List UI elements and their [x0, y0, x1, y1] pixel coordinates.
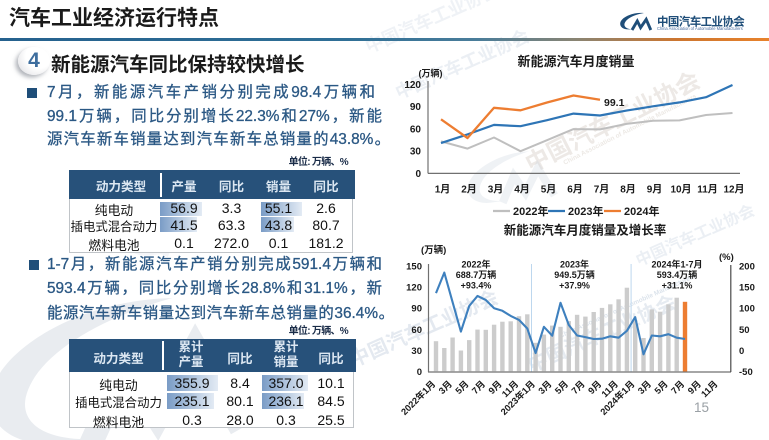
- svg-text:120: 120: [404, 80, 421, 91]
- svg-text:+93.4%: +93.4%: [461, 280, 492, 290]
- svg-text:6月: 6月: [567, 184, 583, 196]
- svg-text:7月: 7月: [669, 379, 686, 396]
- svg-text:2022年: 2022年: [513, 204, 548, 218]
- svg-text:949.5万辆: 949.5万辆: [554, 269, 595, 280]
- svg-text:150: 150: [406, 262, 422, 273]
- svg-text:4月: 4月: [514, 184, 530, 196]
- svg-text:120: 120: [406, 283, 422, 294]
- svg-text:5月: 5月: [653, 379, 670, 396]
- svg-text:90: 90: [410, 102, 422, 113]
- svg-text:2024年: 2024年: [624, 204, 659, 218]
- svg-text:11月: 11月: [699, 379, 719, 399]
- svg-text:0: 0: [417, 367, 422, 378]
- svg-text:2023年: 2023年: [560, 259, 589, 270]
- svg-text:200: 200: [739, 262, 755, 273]
- svg-text:30: 30: [410, 147, 422, 158]
- svg-text:3月: 3月: [536, 379, 553, 396]
- svg-text:688.7万辆: 688.7万辆: [456, 269, 497, 280]
- svg-text:90: 90: [411, 304, 422, 315]
- svg-text:50: 50: [739, 325, 750, 336]
- svg-text:9月: 9月: [647, 184, 663, 196]
- svg-text:8月: 8月: [620, 184, 636, 196]
- svg-text:新能源汽车月度销量及增长率: 新能源汽车月度销量及增长率: [504, 223, 667, 238]
- svg-text:0: 0: [415, 169, 421, 180]
- svg-text:7月: 7月: [594, 184, 610, 196]
- svg-text:5月: 5月: [541, 184, 557, 196]
- svg-text:3月: 3月: [437, 379, 454, 396]
- svg-text:2024年1-7月: 2024年1-7月: [651, 259, 702, 270]
- svg-text:10月: 10月: [670, 184, 691, 196]
- svg-text:11月: 11月: [697, 184, 718, 196]
- svg-text:2023年: 2023年: [568, 204, 603, 218]
- svg-text:60: 60: [410, 124, 422, 135]
- svg-text:3月: 3月: [488, 184, 504, 196]
- svg-text:1月: 1月: [435, 184, 451, 196]
- svg-text:中国汽车工业协会: 中国汽车工业协会: [657, 15, 745, 29]
- svg-text:新能源汽车月度销量: 新能源汽车月度销量: [517, 54, 634, 69]
- svg-text:5月: 5月: [553, 379, 570, 396]
- svg-text:60: 60: [411, 325, 422, 336]
- svg-text:(万辆): (万辆): [419, 68, 443, 79]
- svg-text:99.1: 99.1: [604, 97, 625, 109]
- svg-text:China Association of Automobil: China Association of Automobile Manufact…: [657, 26, 743, 31]
- svg-text:5月: 5月: [453, 379, 470, 396]
- svg-text:3月: 3月: [636, 379, 653, 396]
- svg-text:+31.1%: +31.1%: [662, 280, 693, 290]
- svg-text:2月: 2月: [461, 184, 477, 196]
- svg-text:(万辆): (万辆): [421, 244, 446, 256]
- svg-text:2022年: 2022年: [461, 259, 490, 270]
- svg-text:12月: 12月: [723, 184, 744, 196]
- svg-text:100: 100: [739, 304, 755, 315]
- svg-text:593.4万辆: 593.4万辆: [657, 269, 698, 280]
- svg-text:7月: 7月: [470, 379, 487, 396]
- svg-text:150: 150: [739, 283, 755, 294]
- svg-text:+37.9%: +37.9%: [559, 280, 590, 290]
- svg-text:-50: -50: [739, 367, 753, 378]
- svg-text:0: 0: [739, 346, 744, 357]
- svg-text:7月: 7月: [570, 379, 587, 396]
- svg-text:30: 30: [411, 346, 422, 357]
- svg-text:(%): (%): [719, 252, 734, 263]
- svg-text:2022年1月: 2022年1月: [399, 378, 438, 417]
